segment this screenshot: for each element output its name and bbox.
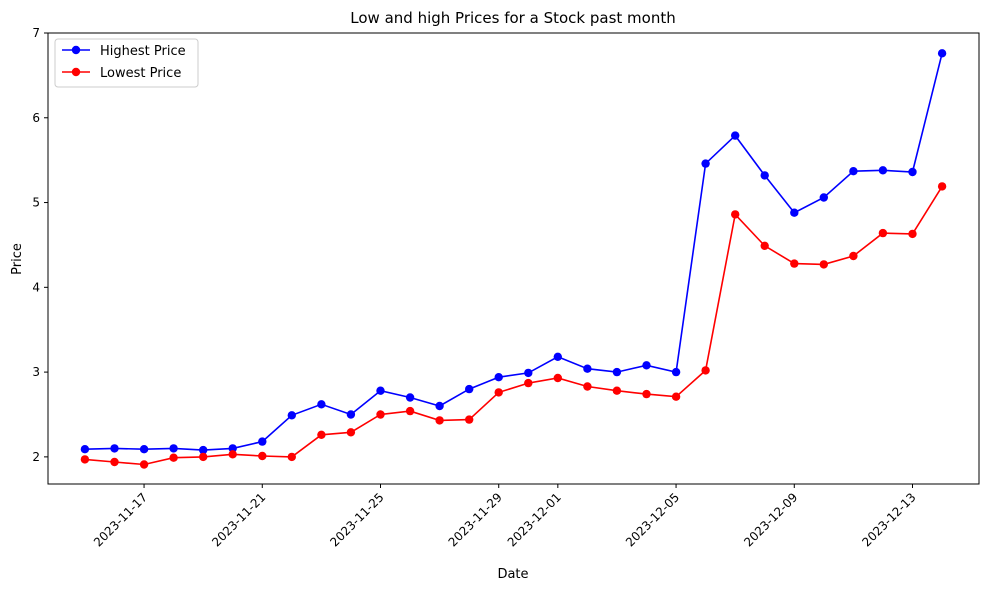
data-point [169,444,178,453]
legend-label: Lowest Price [100,66,181,81]
data-point [701,366,710,375]
plot-frame [47,32,980,485]
y-tick-label: 2 [32,450,40,464]
data-point [878,166,888,175]
data-point [80,445,90,454]
data-point [110,444,119,453]
data-point [731,131,740,140]
data-point [819,193,828,202]
data-point [405,393,415,402]
data-point [671,392,681,401]
data-point [199,452,208,462]
data-point [524,368,533,378]
data-point [671,367,681,377]
data-point [819,260,828,269]
series-layer [80,49,947,469]
data-point [553,352,562,361]
data-point [376,386,385,395]
data-point [937,182,947,191]
data-point [524,378,533,388]
data-point [642,361,651,370]
data-point [612,386,622,395]
data-point [199,445,208,455]
data-point [465,384,474,394]
y-tick-label: 7 [32,26,40,40]
data-point [317,430,326,439]
data-point [258,451,267,461]
data-point [849,167,858,176]
legend-label: Highest Price [100,44,186,59]
data-point [494,388,503,397]
data-point [790,259,799,268]
legend: Highest Price Lowest Price [54,38,199,88]
data-point [435,401,444,411]
y-tick-label: 3 [32,365,40,379]
data-point [937,49,947,58]
series-line [84,185,943,466]
legend-marker [71,45,81,55]
legend-marker [71,67,81,77]
data-point [583,364,592,373]
data-point [139,445,149,454]
data-point [760,241,769,250]
data-point [908,229,917,239]
data-point [405,406,415,416]
series-2 [80,182,947,469]
data-point [169,453,178,462]
data-point [435,416,444,425]
series-1 [80,49,947,455]
data-point [494,373,503,382]
data-point [346,428,356,437]
data-point [346,410,356,419]
data-point [583,382,592,391]
legend-box [54,38,199,88]
data-point [139,460,149,469]
data-point [258,437,267,446]
data-point [849,251,858,261]
data-point [790,208,799,217]
y-axis-label: Price [10,243,25,275]
data-point [642,389,651,399]
data-point [760,171,769,180]
data-point [701,159,710,168]
data-point [228,444,237,453]
chart-title: Low and high Prices for a Stock past mon… [350,9,675,27]
y-axis: 2 3 4 5 6 7 [32,26,48,464]
data-point [878,228,888,238]
y-tick-label: 5 [32,196,40,210]
data-point [465,415,474,424]
data-point [287,452,296,462]
data-point [228,450,237,459]
x-axis-label: Date [497,567,528,582]
legend-entry: Highest Price [62,44,186,59]
data-point [287,411,296,420]
y-tick-label: 4 [32,280,40,294]
data-point [553,373,562,383]
data-point [908,167,917,177]
data-point [317,400,326,409]
y-tick-label: 6 [32,111,40,125]
series-line [84,53,943,451]
data-point [110,457,119,467]
legend-entry: Lowest Price [62,66,181,81]
data-point [80,455,90,464]
data-point [612,367,622,377]
data-point [376,410,385,419]
data-point [731,210,740,219]
